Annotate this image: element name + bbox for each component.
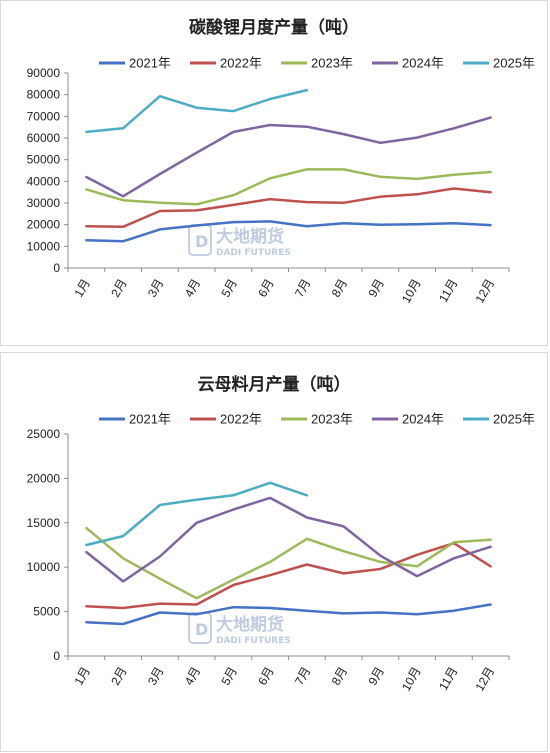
x-tick-label: 12月 — [472, 277, 497, 306]
y-tick-label: 15000 — [27, 516, 61, 530]
y-tick-label: 0 — [53, 649, 60, 663]
watermark-text-en: DADI FUTURES — [216, 636, 291, 646]
y-tick-label: 10000 — [27, 560, 61, 574]
y-tick-label: 5000 — [33, 605, 60, 619]
series-line — [85, 116, 492, 198]
y-tick-label: 70000 — [27, 109, 61, 123]
chart-title: 碳酸锂月度产量（吨） — [189, 18, 359, 38]
lithium-carbonate-chart-panel: 碳酸锂月度产量（吨） 2021年 2022年 2023年 2024年 2025年 D 大地期… — [0, 0, 548, 346]
series-line — [85, 220, 492, 243]
x-tick-label: 9月 — [366, 277, 387, 300]
x-tick-label: 4月 — [182, 665, 203, 688]
x-tick-label: 9月 — [366, 665, 387, 688]
legend-label: 2023年 — [311, 56, 353, 71]
x-tick-label: 1月 — [72, 277, 93, 300]
y-tick-label: 40000 — [27, 174, 61, 188]
x-tick-label: 10月 — [399, 665, 424, 694]
watermark-text-cn: 大地期货 — [216, 226, 284, 247]
x-tick-label: 3月 — [145, 277, 166, 300]
legend-label: 2025年 — [493, 56, 535, 71]
y-tick-label: 25000 — [27, 427, 61, 441]
y-tick-label: 20000 — [27, 218, 61, 232]
x-tick-label: 6月 — [255, 277, 276, 300]
y-tick-label: 0 — [53, 261, 60, 275]
x-tick-label: 7月 — [292, 277, 313, 300]
legend-label: 2023年 — [311, 412, 353, 427]
x-tick-label: 5月 — [219, 277, 240, 300]
x-tick-label: 12月 — [472, 665, 497, 694]
y-tick-label: 90000 — [27, 66, 61, 80]
legend-label: 2022年 — [220, 56, 262, 71]
series-line — [85, 88, 309, 134]
legend-label: 2021年 — [129, 56, 171, 71]
x-tick-label: 8月 — [329, 277, 350, 300]
series-line — [85, 541, 492, 610]
x-tick-label: 8月 — [329, 665, 350, 688]
y-tick-label: 30000 — [27, 196, 61, 210]
x-tick-label: 5月 — [219, 665, 240, 688]
x-tick-label: 11月 — [436, 277, 460, 305]
x-tick-label: 6月 — [255, 665, 276, 688]
x-tick-label: 7月 — [292, 665, 313, 688]
watermark-text-en: DADI FUTURES — [216, 248, 291, 258]
series-line — [85, 526, 492, 600]
series-line — [85, 168, 492, 206]
watermark-text-cn: 大地期货 — [216, 614, 284, 635]
y-tick-label: 50000 — [27, 153, 61, 167]
mica-chart-panel: 云母料月产量（吨） 2021年 2022年 2023年 2024年 2025年 D 大地期货… — [0, 352, 548, 752]
series-line — [85, 481, 309, 547]
y-tick-label: 60000 — [27, 131, 61, 145]
chart-title: 云母料月产量（吨） — [197, 375, 351, 395]
series-line — [85, 187, 492, 229]
y-tick-label: 20000 — [27, 471, 61, 485]
legend-label: 2025年 — [493, 412, 535, 427]
legend-label: 2021年 — [129, 412, 171, 427]
legend-label: 2022年 — [220, 412, 262, 427]
x-tick-label: 10月 — [399, 277, 424, 306]
y-tick-label: 10000 — [27, 239, 61, 253]
x-tick-label: 3月 — [145, 665, 166, 688]
x-tick-label: 1月 — [72, 665, 93, 688]
x-tick-label: 11月 — [436, 665, 460, 693]
watermark-logo-letter: D — [195, 232, 208, 251]
watermark-logo-letter: D — [195, 620, 208, 639]
y-tick-label: 80000 — [27, 88, 61, 102]
series-line — [85, 603, 492, 626]
x-tick-label: 2月 — [108, 665, 129, 688]
x-tick-label: 4月 — [182, 277, 203, 300]
legend-label: 2024年 — [402, 56, 444, 71]
x-tick-label: 2月 — [108, 277, 129, 300]
series-line — [85, 496, 492, 583]
legend-label: 2024年 — [402, 412, 444, 427]
